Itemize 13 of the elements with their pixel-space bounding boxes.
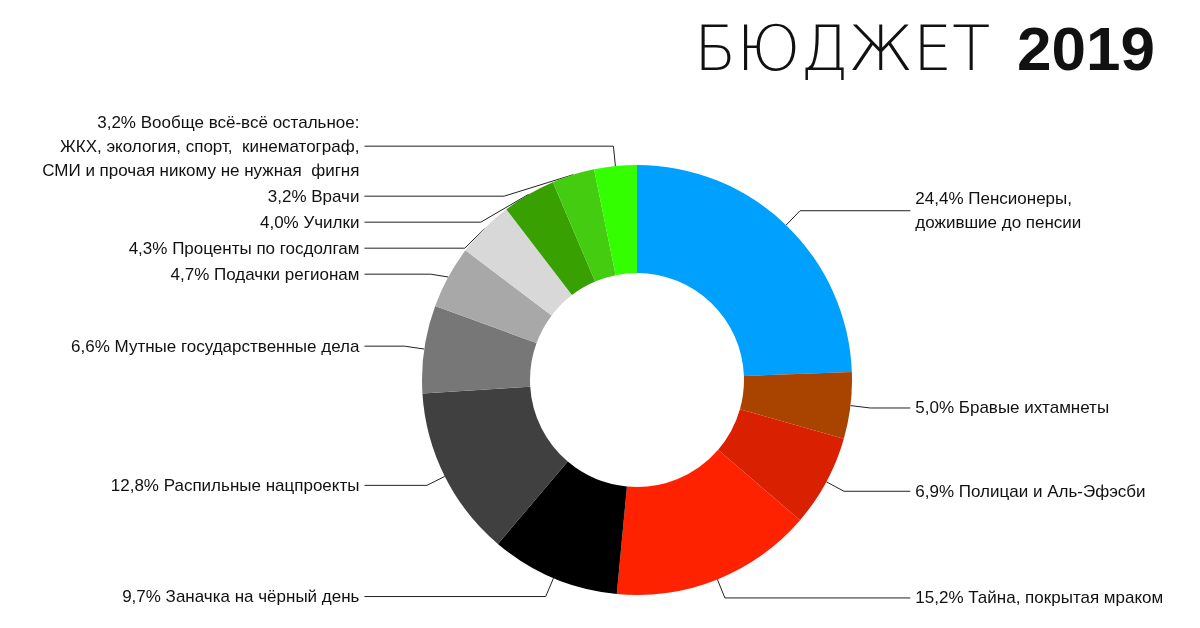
slice-label: 3,2% Вообще всё-всё остальное: ЖКХ, экология, спорт, кинематограф, СМИ и прочая никому не нужная фигня bbox=[42, 112, 360, 180]
slice-label: 4,0% Училки bbox=[259, 212, 360, 232]
slice-label: 4,7% Подачки регионам bbox=[170, 264, 360, 284]
chart-title: БЮДЖЕТ 2019 bbox=[694, 11, 1156, 85]
slice-label: 6,9% Полицаи и Аль-Эфэсби bbox=[915, 481, 1146, 501]
slice-label: 12,8% Распильные нацпроекты bbox=[110, 475, 360, 495]
slice-label: 9,7% Заначка на чёрный день bbox=[122, 587, 360, 607]
slice-label: 5,0% Бравые ихтамнеты bbox=[915, 398, 1110, 418]
slice-label: 3,2% Врачи bbox=[267, 186, 360, 206]
slice-label: 6,6% Мутные государственные дела bbox=[71, 336, 360, 356]
slice-label: 4,3% Проценты по госдолгам bbox=[128, 238, 360, 258]
slice-label: 15,2% Тайна, покрытая мраком bbox=[915, 588, 1164, 608]
slice-label: 24,4% Пенсионеры, дожившие до пенсии bbox=[915, 189, 1082, 233]
